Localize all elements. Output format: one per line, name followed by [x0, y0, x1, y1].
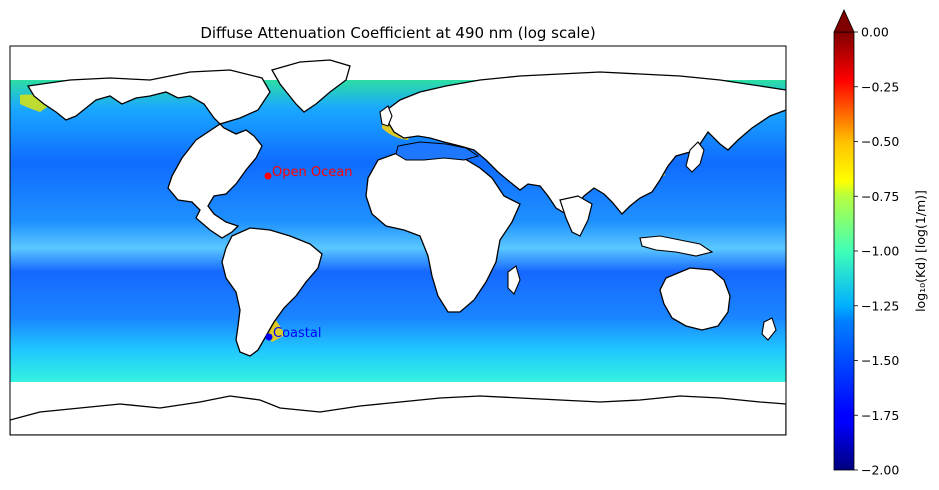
land-north-america	[26, 69, 271, 239]
marker-coastal-label: Coastal	[273, 326, 321, 341]
colorbar-tick-label: 0.00	[861, 25, 889, 40]
land-japan	[685, 141, 705, 173]
marker-coastal: Coastal	[265, 326, 321, 341]
land-india	[559, 195, 593, 237]
map-area	[10, 46, 786, 435]
sea-mediterranean	[395, 141, 480, 161]
marker-open-ocean-dot	[264, 172, 272, 180]
colorbar-tick-label: −1.25	[861, 298, 899, 313]
colorbar-tick-label: −0.50	[861, 134, 899, 149]
colorbar-tick-label: −1.75	[861, 408, 899, 423]
land-new-zealand	[761, 317, 777, 341]
colorbar-ticks: 0.00 −0.25 −0.50 −0.75 −1.00 −1.25 −1.50 −1.75 −…	[854, 25, 899, 478]
map-title: Diffuse Attenuation Coefficient at 490 n…	[200, 24, 595, 42]
colorbar-tick-label: −1.00	[861, 244, 899, 259]
colorbar: 0.00 −0.25 −0.50 −0.75 −1.00 −1.25 −1.50 −1.75 −…	[833, 9, 928, 478]
marker-open-ocean-label: Open Ocean	[272, 165, 352, 180]
land-eurasia	[383, 71, 786, 215]
colorbar-tick-label: −0.25	[861, 79, 899, 94]
colorbar-tick-label: −2.00	[861, 463, 899, 478]
land-madagascar	[507, 265, 521, 295]
land-africa	[365, 149, 521, 313]
land-indonesia	[639, 235, 714, 257]
colorbar-tick-label: −1.50	[861, 353, 899, 368]
land-greenland	[271, 59, 351, 113]
colorbar-extend-arrow	[833, 9, 855, 33]
marker-open-ocean: Open Ocean	[264, 165, 352, 180]
land-antarctica	[10, 395, 786, 435]
land-uk	[379, 105, 393, 127]
colorbar-gradient	[833, 31, 855, 471]
colorbar-tick-label: −0.75	[861, 189, 899, 204]
marker-coastal-dot	[265, 333, 273, 341]
map-frame	[9, 45, 787, 436]
land-australia	[659, 267, 731, 331]
colorbar-label: log₁₀(Kd) [log(1/m)]	[913, 190, 928, 312]
